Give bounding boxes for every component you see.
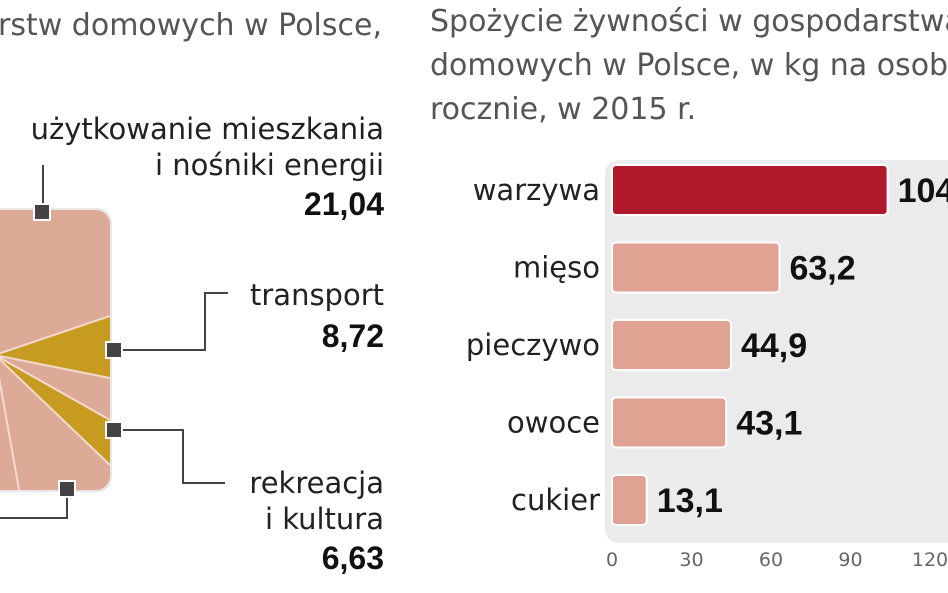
x-tick-label-4: 120: [912, 549, 948, 571]
marker-transport: [105, 341, 123, 359]
value-label-1: 63,2: [789, 250, 855, 288]
x-tick-label-2: 60: [759, 549, 783, 571]
x-tick-label-3: 90: [838, 549, 862, 571]
callout-recreation-label-2: i kultura: [264, 502, 384, 536]
bar-4: [611, 474, 648, 526]
segment-transport: [0, 316, 110, 378]
bar-3: [611, 396, 728, 449]
category-label-3: owoce: [507, 406, 600, 440]
callout-housing-label-1: użytkowanie mieszkania: [30, 112, 384, 146]
bar-2: [611, 319, 732, 371]
x-tick-label-1: 30: [679, 549, 703, 571]
marker-recreation: [105, 421, 123, 439]
bar-0: [611, 164, 889, 216]
marker-housing: [33, 203, 51, 221]
value-label-2: 44,9: [741, 327, 807, 365]
value-label-0: 104: [898, 172, 948, 210]
segment-rest: [0, 355, 110, 490]
category-label-4: cukier: [511, 483, 600, 517]
left-title-fragment: rstw domowych w Polsce,: [0, 8, 383, 43]
chart-title-line-2: domowych w Polsce, w kg na osob: [430, 48, 948, 83]
category-label-0: warzywa: [473, 173, 600, 207]
x-tick-label-0: 0: [606, 549, 618, 571]
bar-1: [611, 241, 781, 294]
callout-housing-label-2: i nośniki energii: [154, 148, 384, 182]
callout-recreation-label-1: rekreacja: [249, 466, 384, 500]
category-label-2: pieczywo: [466, 328, 600, 362]
callout-markers: [33, 203, 123, 498]
category-label-1: mięso: [513, 251, 600, 285]
value-label-3: 43,1: [736, 405, 802, 443]
chart-title-line-3: rocznie, w 2015 r.: [430, 92, 697, 127]
value-label-4: 13,1: [657, 482, 723, 520]
marker-other: [58, 480, 76, 498]
callout-housing-value: 21,04: [303, 186, 384, 222]
chart-title-line-1: Spożycie żywności w gospodarstwa: [430, 4, 948, 39]
callout-transport-label: transport: [250, 278, 384, 312]
callout-recreation-value: 6,63: [321, 540, 384, 576]
callout-transport-value: 8,72: [321, 318, 384, 354]
